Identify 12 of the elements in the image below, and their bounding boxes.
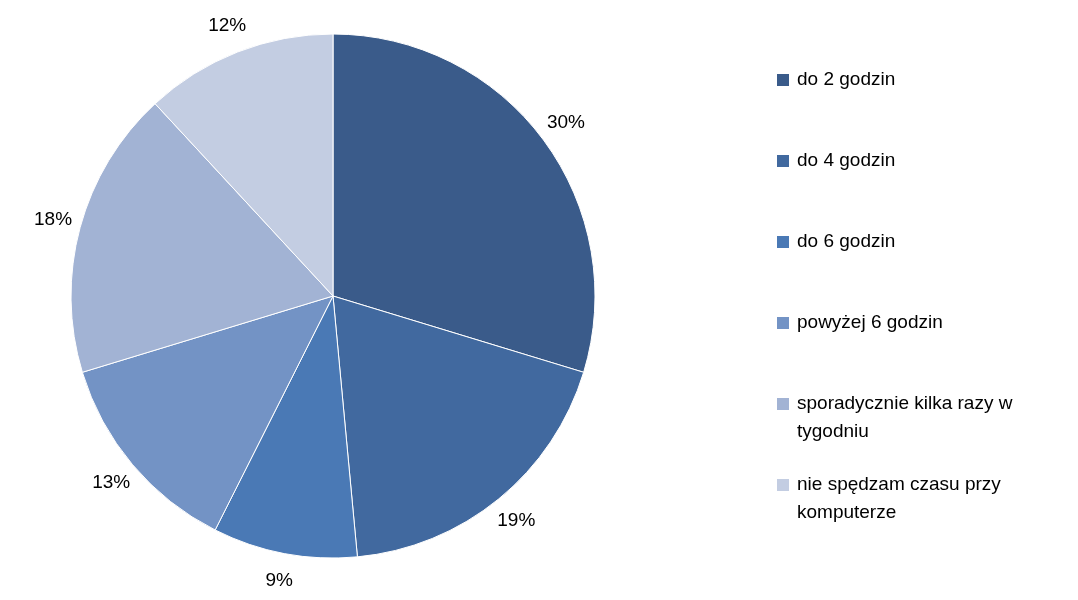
- data-label: 13%: [92, 470, 131, 492]
- data-label: 12%: [208, 13, 247, 35]
- data-label: 30%: [547, 111, 586, 133]
- legend-label: do 6 godzin: [797, 230, 896, 252]
- data-label: 9%: [265, 568, 294, 590]
- legend-label: do 4 godzin: [797, 149, 896, 171]
- data-label: 19%: [497, 508, 536, 530]
- legend-label: do 2 godzin: [797, 68, 896, 90]
- legend-label: nie spędzam czasu przy komputerze: [797, 473, 1002, 523]
- data-label: 18%: [34, 208, 73, 230]
- legend-label: sporadycznie kilka razy w tygodniu: [797, 392, 1013, 442]
- legend-label: powyżej 6 godzin: [797, 311, 943, 333]
